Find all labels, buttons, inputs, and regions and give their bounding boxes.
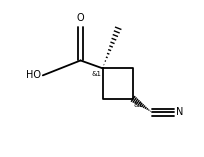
Text: HO: HO xyxy=(26,70,41,80)
Text: &1: &1 xyxy=(133,102,143,108)
Text: O: O xyxy=(76,13,84,23)
Text: N: N xyxy=(175,107,183,117)
Text: &1: &1 xyxy=(91,71,101,77)
